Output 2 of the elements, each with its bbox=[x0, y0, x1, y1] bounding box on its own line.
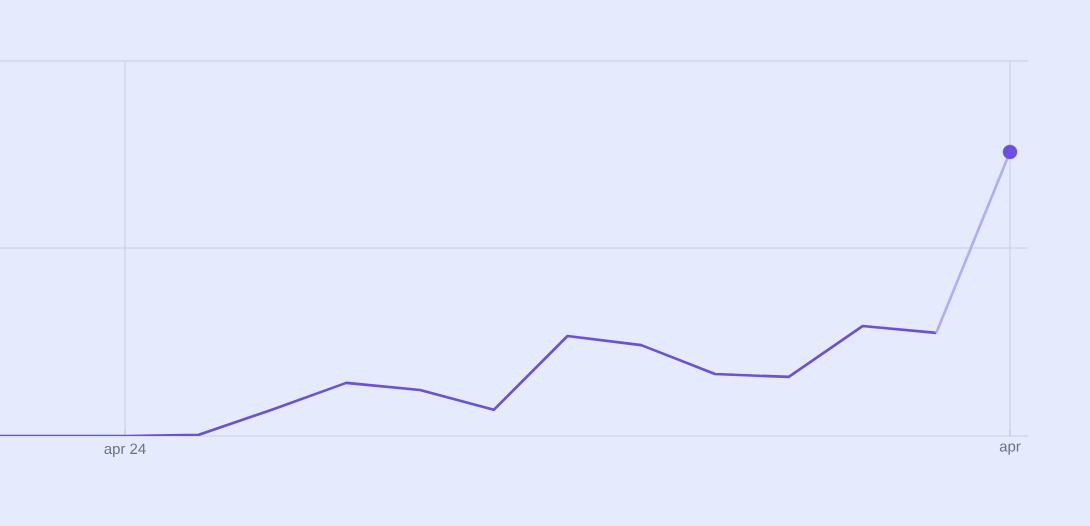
x-tick-label: apr bbox=[999, 443, 1021, 455]
x-tick-label: apr 24 bbox=[104, 443, 146, 458]
